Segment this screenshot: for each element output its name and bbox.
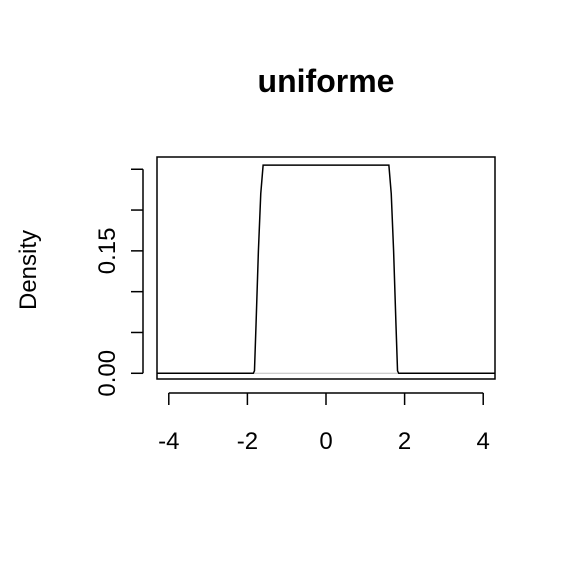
x-tick-label: 2 [398,428,411,455]
y-tick-label: 0.00 [94,350,121,397]
marks-layer: -4 -2 0 2 4 0.00 0.15 [94,164,495,455]
density-series-line [157,164,495,375]
x-tick-label: -4 [158,428,179,455]
y-axis-label: Density [15,230,42,310]
y-tick-label: 0.15 [94,228,121,275]
x-tick-label: -2 [237,428,258,455]
chart-title: uniforme [258,63,395,99]
x-tick-label: 4 [477,428,490,455]
x-tick-label: 0 [319,428,332,455]
plot-area-frame [156,156,496,380]
